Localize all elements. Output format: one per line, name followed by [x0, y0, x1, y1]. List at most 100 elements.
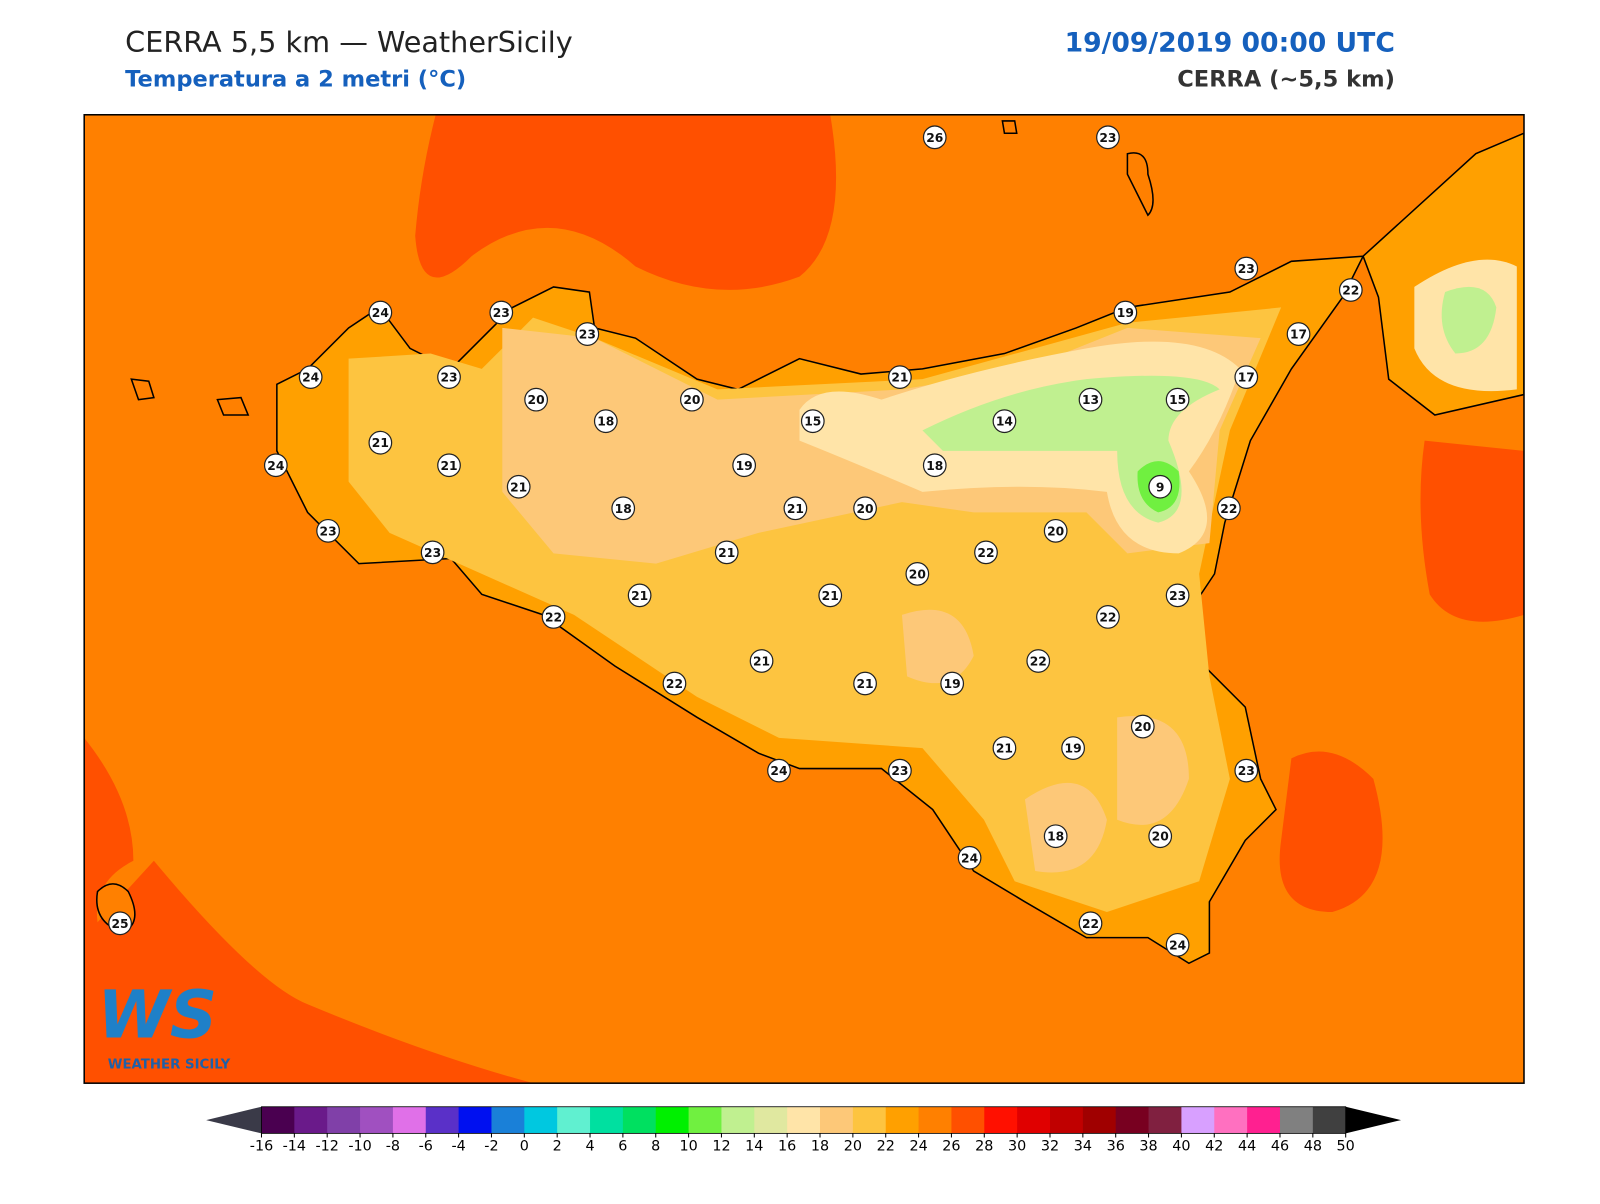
colorbar-tick-label: 28: [975, 1139, 993, 1155]
colorbar-tick-label: 12: [712, 1139, 730, 1155]
station-marker: [767, 758, 791, 783]
station-value: 23: [424, 546, 441, 560]
colorbar-swatch: [1279, 1106, 1314, 1134]
station-marker: [888, 365, 912, 390]
colorbar-swatch: [1115, 1106, 1150, 1134]
datetime: 19/09/2019 00:00 UTC: [1065, 28, 1395, 59]
subtitle: Temperatura a 2 metri (°C): [125, 66, 466, 92]
station-marker: [940, 671, 965, 696]
colorbar-swatch: [951, 1106, 985, 1134]
title: CERRA 5,5 km — WeatherSicily: [125, 25, 573, 59]
station-value: 25: [112, 917, 129, 931]
station-value: 19: [736, 459, 753, 473]
station-value: 24: [770, 764, 787, 778]
colorbar-swatch: [820, 1106, 854, 1134]
colorbar-tick-label: 22: [877, 1139, 895, 1155]
station-marker: [888, 758, 912, 783]
colorbar-swatch: [1049, 1106, 1084, 1134]
station-marker: [1061, 736, 1085, 760]
colorbar: -16 -14 -12 -10 -8 -6 -4 -2 0 2 4 6 8 10 12 14 16 18 20 22 2…: [206, 1106, 1402, 1155]
station-marker: [1043, 824, 1068, 849]
station-marker: [627, 583, 652, 608]
colorbar-tick-label: 20: [844, 1139, 862, 1155]
colorbar-tick-label: 42: [1205, 1139, 1223, 1155]
station-marker: [1096, 605, 1120, 629]
colorbar-tick-label: 6: [618, 1139, 627, 1155]
station-marker: [922, 125, 947, 150]
colorbar-swatch: [1247, 1106, 1281, 1134]
colorbar-swatch: [392, 1106, 427, 1134]
colorbar-swatch: [622, 1106, 657, 1134]
station-marker: [506, 474, 531, 499]
station-value: 9: [1156, 480, 1165, 494]
colorbar-tick-label: 24: [909, 1139, 927, 1155]
map-frame: [83, 114, 1525, 1084]
colorbar-tick-label: 48: [1304, 1139, 1322, 1155]
station-value: 21: [753, 654, 770, 668]
station-value: 22: [1082, 917, 1099, 931]
colorbar-tick-label: 0: [520, 1139, 529, 1155]
colorbar-over: [1345, 1106, 1402, 1134]
station-value: 23: [1238, 764, 1255, 778]
colorbar-swatch: [754, 1106, 788, 1134]
colorbar-tick-label: 46: [1271, 1139, 1289, 1155]
station-value: 23: [1238, 262, 1255, 276]
warm-zone: [1420, 440, 1524, 622]
station-value: 22: [1342, 284, 1359, 298]
station-value: 18: [1047, 830, 1064, 844]
logo-mark: WS: [98, 978, 218, 1054]
station-marker: [489, 300, 514, 325]
station-value: 20: [909, 567, 926, 581]
colorbar-tick-label: 18: [811, 1139, 829, 1155]
station-marker: [316, 518, 340, 543]
station-marker: [1216, 496, 1241, 521]
station-value: 21: [718, 546, 735, 560]
station-value: 18: [926, 459, 943, 473]
colorbar-tick-label: -8: [386, 1139, 400, 1155]
colorbar-tick-label: 10: [679, 1139, 697, 1155]
colorbar-tick-label: 2: [553, 1139, 562, 1155]
station-marker: [1234, 758, 1259, 783]
station-marker: [1113, 300, 1138, 325]
station-marker: [1338, 278, 1363, 302]
station-value: 24: [302, 371, 319, 385]
station-marker: [420, 540, 445, 565]
station-value: 24: [961, 851, 978, 865]
station-marker: [575, 322, 600, 346]
station-marker: [853, 671, 877, 696]
station-value: 23: [891, 764, 908, 778]
station-value: 22: [545, 610, 562, 624]
station-marker: [524, 387, 549, 412]
stations: 26 23 23 22 24 23 23 19 17 24 23 21 17 20 20 13 15 18 15 14…: [108, 125, 1363, 957]
colorbar-tick-label: 14: [745, 1139, 763, 1155]
colorbar-tick-label: 26: [942, 1139, 960, 1155]
station-marker: [1148, 474, 1173, 499]
colorbar-swatch: [787, 1106, 821, 1134]
station-value: 24: [267, 459, 284, 473]
cool-zone: [1441, 286, 1497, 354]
colorbar-swatch: [360, 1106, 394, 1134]
colorbar-swatch: [984, 1106, 1018, 1134]
station-marker: [749, 649, 774, 673]
colorbar-tick-label: 4: [585, 1139, 594, 1155]
colorbar-swatch: [918, 1106, 952, 1134]
islands: [96, 120, 1154, 934]
station-value: 20: [857, 502, 874, 516]
station-value: 22: [1220, 502, 1237, 516]
station-marker: [368, 430, 393, 455]
warm-zone: [415, 114, 837, 290]
colorbar-swatch: [425, 1106, 460, 1134]
station-value: 17: [1238, 371, 1255, 385]
station-value: 19: [1117, 306, 1134, 320]
warm-zone: [84, 737, 534, 1084]
station-value: 21: [372, 436, 389, 450]
station-value: 21: [440, 459, 457, 473]
station-marker: [1078, 387, 1103, 412]
station-marker: [957, 845, 982, 870]
logo-text: WEATHER SICILY: [108, 1058, 231, 1073]
station-marker: [732, 453, 757, 478]
station-value: 19: [944, 677, 961, 691]
station-marker: [437, 453, 461, 478]
station-value: 20: [1047, 524, 1064, 538]
station-marker: [1234, 256, 1259, 281]
